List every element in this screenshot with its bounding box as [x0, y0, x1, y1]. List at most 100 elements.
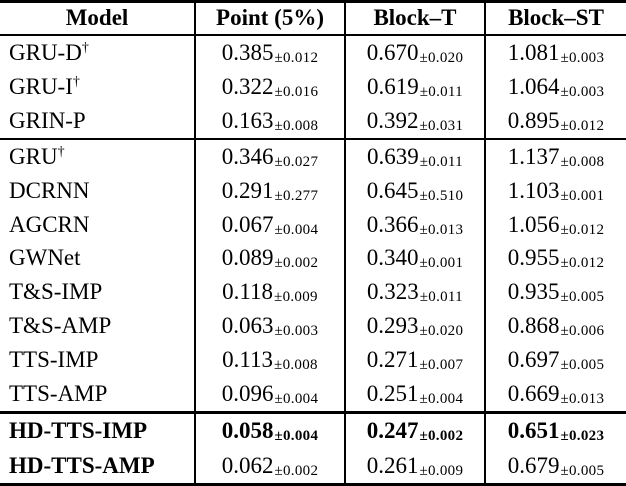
- table-row: GWNet 0.089±0.002 0.340±0.001 0.955±0.012: [0, 241, 626, 276]
- value-cell: 0.340±0.001: [344, 241, 485, 276]
- value-cell: 0.955±0.012: [484, 241, 626, 276]
- value-std: ±0.011: [419, 289, 463, 306]
- value-mean: 0.323: [367, 279, 419, 305]
- value-mean: 0.058: [221, 418, 274, 444]
- value-std: ±0.012: [274, 49, 319, 66]
- value-mean: 0.096: [221, 381, 274, 407]
- value-mean: 0.340: [366, 245, 419, 271]
- model-cell: GRU-I†: [0, 70, 195, 104]
- value-cell: 0.251±0.004: [344, 376, 485, 413]
- table-row: TTS-IMP 0.113±0.008 0.271±0.007 0.697±0.005: [0, 343, 626, 377]
- model-name: DCRNN: [9, 177, 90, 203]
- value-std: ±0.510: [419, 187, 464, 204]
- value-cell: 0.619±0.011: [344, 69, 485, 104]
- value-std: ±0.003: [560, 49, 605, 66]
- value-std: ±0.009: [419, 462, 464, 479]
- value-mean: 0.639: [367, 143, 419, 169]
- value-cell: 0.935±0.005: [484, 275, 626, 310]
- model-name: TTS-AMP: [9, 381, 108, 407]
- value-std: ±0.277: [274, 187, 319, 204]
- model-cell: GRU-D†: [0, 35, 195, 70]
- table-row: HD-TTS-IMP 0.058±0.004 0.247±0.002 0.651±0.…: [0, 412, 626, 449]
- value-std: ±0.012: [560, 117, 605, 134]
- value-mean: 0.645: [366, 177, 419, 203]
- value-mean: 0.271: [366, 347, 419, 373]
- value-mean: 1.137: [507, 143, 560, 169]
- value-cell: 0.089±0.002: [194, 241, 345, 276]
- value-std: ±0.005: [560, 462, 605, 479]
- header-row: Model Point (5%) Block–T Block–ST: [0, 1, 626, 35]
- value-mean: 0.163: [221, 107, 274, 133]
- value-mean: 0.935: [507, 279, 560, 305]
- value-std: ±0.008: [274, 117, 319, 134]
- value-cell: 0.392±0.031: [344, 103, 485, 139]
- table-row: T&S-IMP 0.118±0.009 0.323±0.011 0.935±0.005: [0, 275, 626, 310]
- model-cell: GRU†: [0, 139, 195, 174]
- value-std: ±0.011: [419, 153, 463, 170]
- value-mean: 0.955: [507, 245, 560, 271]
- model-name: T&S-AMP: [9, 313, 112, 339]
- value-std: ±0.005: [560, 289, 605, 306]
- value-mean: 0.385: [221, 39, 274, 65]
- value-cell: 0.118±0.009: [194, 275, 345, 310]
- model-cell: HD-TTS-AMP: [0, 449, 195, 485]
- value-mean: 0.067: [221, 211, 274, 237]
- model-cell: GWNet: [0, 242, 195, 276]
- value-cell: 0.067±0.004: [194, 207, 345, 242]
- value-mean: 1.081: [507, 39, 560, 65]
- model-name: HD-TTS-AMP: [9, 452, 155, 478]
- value-cell: 1.137±0.008: [484, 138, 626, 174]
- table-row: T&S-AMP 0.063±0.003 0.293±0.020 0.868±0.006: [0, 309, 626, 344]
- col-header-block-t: Block–T: [344, 1, 485, 35]
- dagger-superscript: †: [57, 144, 65, 160]
- value-cell: 0.346±0.027: [194, 138, 345, 174]
- value-cell: 1.056±0.012: [484, 207, 626, 242]
- table-row: GRU-D† 0.385±0.012 0.670±0.020 1.081±0.003: [0, 34, 626, 70]
- value-std: ±0.009: [274, 289, 318, 306]
- model-cell: AGCRN: [0, 208, 195, 242]
- value-std: ±0.003: [274, 323, 319, 340]
- value-cell: 0.366±0.013: [344, 207, 485, 242]
- col-header-point-5: Point (5%): [194, 1, 345, 35]
- value-mean: 0.366: [366, 211, 419, 237]
- model-cell: GRIN-P: [0, 104, 195, 139]
- value-mean: 0.247: [366, 418, 419, 444]
- value-cell: 0.697±0.005: [484, 343, 626, 377]
- value-mean: 0.118: [222, 279, 274, 305]
- value-mean: 0.063: [221, 313, 274, 339]
- value-mean: 0.697: [507, 347, 560, 373]
- table-row: AGCRN 0.067±0.004 0.366±0.013 1.056±0.012: [0, 207, 626, 242]
- value-cell: 0.271±0.007: [344, 343, 485, 377]
- value-cell: 0.063±0.003: [194, 309, 345, 344]
- value-cell: 0.322±0.016: [194, 69, 345, 104]
- value-std: ±0.002: [274, 255, 319, 272]
- model-name: GWNet: [9, 245, 81, 271]
- value-std: ±0.020: [419, 323, 464, 340]
- value-std: ±0.012: [560, 221, 605, 238]
- model-name: T&S-IMP: [9, 279, 103, 305]
- value-std: ±0.008: [560, 153, 605, 170]
- table-row: TTS-AMP 0.096 ±0.004 0.251±0.004 0.669±0.013: [0, 376, 626, 413]
- value-std: ±0.008: [274, 357, 318, 374]
- model-cell: TTS-IMP: [0, 343, 195, 377]
- value-std: ±0.007: [419, 357, 464, 374]
- value-mean: 0.293: [366, 313, 419, 339]
- value-mean: 0.669: [507, 381, 560, 407]
- value-std: ±0.004: [419, 391, 464, 408]
- value-cell: 0.895±0.012: [484, 103, 626, 139]
- model-name: GRIN-P: [9, 107, 86, 133]
- value-mean: 0.619: [367, 73, 419, 99]
- value-cell: 0.323±0.011: [344, 275, 485, 310]
- value-std: ±0.011: [419, 83, 463, 100]
- value-std: ±0.020: [419, 49, 464, 66]
- value-std: ±0.012: [560, 255, 605, 272]
- value-cell: 0.669±0.013: [484, 376, 626, 413]
- value-mean: 0.868: [507, 313, 560, 339]
- value-cell: 0.261±0.009: [344, 448, 485, 485]
- value-std: ±0.002: [419, 428, 464, 445]
- value-cell: 0.651±0.023: [484, 412, 626, 449]
- value-std: ±0.013: [419, 221, 464, 238]
- table-row: GRIN-P 0.163±0.008 0.392±0.031 0.895±0.012: [0, 103, 626, 139]
